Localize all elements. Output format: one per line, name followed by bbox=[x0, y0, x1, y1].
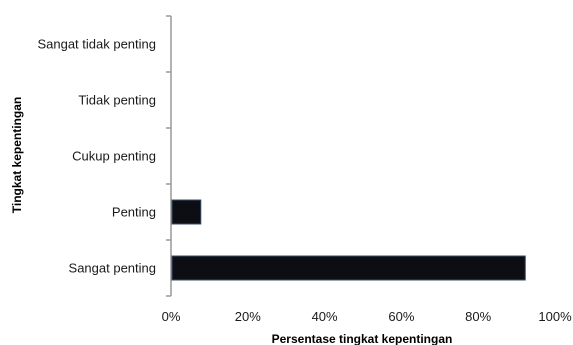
x-axis-title: Persentase tingkat kepentingan bbox=[272, 332, 453, 345]
bar-sangat-penting bbox=[171, 255, 526, 281]
category-label: Cukup penting bbox=[72, 149, 156, 164]
chart-bars bbox=[171, 199, 526, 281]
bar-penting bbox=[171, 199, 202, 225]
x-tick-label: 20% bbox=[235, 309, 261, 324]
category-labels: Sangat tidak penting Tidak penting Cukup p… bbox=[37, 37, 156, 276]
y-axis-title: Tingkat kepentingan bbox=[10, 97, 24, 213]
x-tick-label: 100% bbox=[538, 309, 572, 324]
chart-axes bbox=[166, 15, 172, 297]
x-tick-label: 80% bbox=[465, 309, 491, 324]
category-label: Penting bbox=[112, 205, 156, 220]
x-tick-label: 0% bbox=[162, 309, 181, 324]
x-tick-labels: 0% 20% 40% 60% 80% 100% bbox=[162, 309, 572, 324]
x-tick-label: 60% bbox=[388, 309, 414, 324]
category-label: Sangat tidak penting bbox=[37, 37, 156, 52]
x-tick-label: 40% bbox=[312, 309, 338, 324]
category-label: Tidak penting bbox=[78, 93, 156, 108]
category-label: Sangat penting bbox=[69, 261, 156, 276]
